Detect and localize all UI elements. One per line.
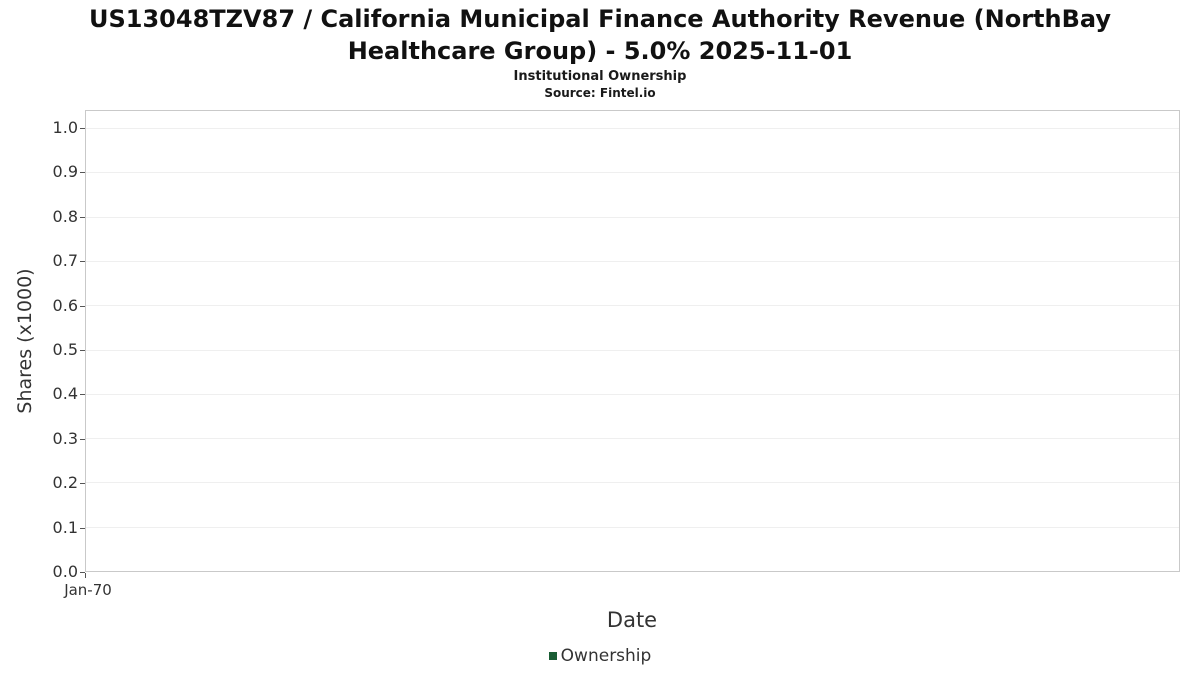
x-tick-mark [85,573,86,578]
y-tick-label: 0.9 [30,163,85,181]
chart-subtitle: Institutional Ownership [513,69,687,84]
chart-title-line-2: Healthcare Group) - 5.0% 2025-11-01 [347,37,853,65]
legend-marker-square-icon [548,652,557,660]
gridline [86,393,1179,395]
chart-source-credit: Source: Fintel.io [544,86,656,100]
y-tick-label: 0.1 [30,518,85,537]
gridline [86,128,1179,129]
gridline [86,526,1179,528]
gridline [86,482,1179,484]
gridline [86,216,1179,218]
y-tick-label: 0.3 [30,429,85,448]
chart-title: US13048TZV87 / California Municipal Fina… [0,3,1200,67]
legend: Ownership [0,646,1200,666]
chart-title-line-1: US13048TZV87 / California Municipal Fina… [89,5,1111,33]
plot-area [85,110,1180,572]
x-axis-label: Date [606,608,658,632]
y-tick-label: 0.8 [30,207,85,226]
legend-label-ownership: Ownership [560,646,652,666]
gridline [86,172,1179,174]
y-tick-label: 0.6 [30,296,85,315]
y-tick-label: 1.0 [30,119,85,137]
legend-item-ownership[interactable]: Ownership [548,646,652,666]
gridline [86,260,1179,262]
x-tick-label: Jan-70 [64,581,112,599]
y-tick-label: 0.7 [30,252,85,270]
gridline [86,349,1179,351]
gridline [86,571,1179,572]
gridline [86,438,1179,440]
gridline [86,305,1179,307]
y-tick-label: 0.5 [30,341,85,359]
y-tick-label: 0.0 [30,563,85,581]
y-tick-label: 0.2 [30,474,85,492]
y-tick-label: 0.4 [30,385,85,403]
